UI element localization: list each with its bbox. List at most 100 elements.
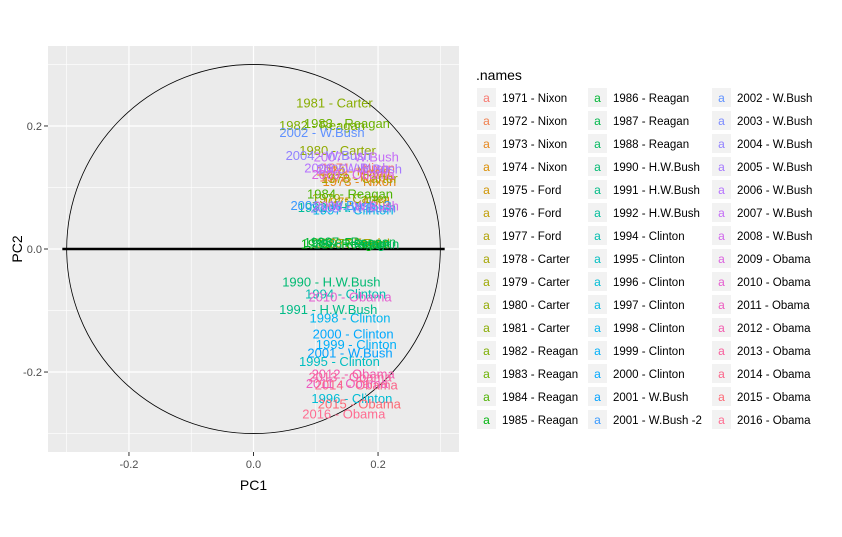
y-axis-title: PC2 [9, 235, 25, 262]
point-label: 2016 - Obama [302, 407, 386, 422]
legend-key [712, 226, 731, 245]
point-label: 2013 - Obama [308, 370, 392, 385]
legend-key [712, 180, 731, 199]
legend-entry-label: 1998 - Clinton [613, 323, 685, 335]
point-label: 1998 - Clinton [310, 311, 391, 326]
legend-entry-label: 1975 - Ford [502, 185, 561, 197]
legend-key-glyph: a [718, 413, 725, 427]
legend-key [588, 410, 607, 429]
legend-entry-label: 2004 - W.Bush [737, 139, 812, 151]
legend-entry-label: 2006 - W.Bush [737, 185, 812, 197]
legend-key-glyph: a [718, 344, 725, 358]
circle-and-baseline [62, 64, 445, 434]
point-label: 2012 - Obama [312, 367, 396, 382]
legend-key-glyph: a [718, 137, 725, 151]
legend-key [588, 249, 607, 268]
legend-key [712, 272, 731, 291]
legend-entry-label: 2015 - Obama [737, 392, 811, 404]
legend-key-glyph: a [594, 91, 601, 105]
legend-key-glyph: a [483, 160, 490, 174]
x-tick-label: -0.2 [119, 459, 138, 471]
legend-key [477, 410, 496, 429]
legend-key [477, 180, 496, 199]
legend-key-glyph: a [483, 298, 490, 312]
legend-key-glyph: a [594, 229, 601, 243]
legend-entry-label: 1985 - Reagan [502, 415, 578, 427]
legend-entry-label: 1980 - Carter [502, 300, 570, 312]
legend-key-glyph: a [483, 114, 490, 128]
legend-key [712, 341, 731, 360]
legend-entry-label: 1979 - Carter [502, 277, 570, 289]
legend-entry-label: 1972 - Nixon [502, 116, 567, 128]
legend-key-glyph: a [483, 137, 490, 151]
legend-key [477, 157, 496, 176]
legend-key-glyph: a [718, 298, 725, 312]
legend-key-glyph: a [718, 206, 725, 220]
legend-key [712, 410, 731, 429]
legend-key-glyph: a [483, 321, 490, 335]
legend-key-glyph: a [483, 206, 490, 220]
legend-key-glyph: a [718, 114, 725, 128]
legend-entry-label: 1974 - Nixon [502, 162, 567, 174]
legend-entry-label: 1996 - Clinton [613, 277, 685, 289]
point-label: 1972 - Nixon [319, 170, 393, 185]
point-label: 1982 - Reagan [279, 118, 365, 133]
point-label: 1973 - Nixon [323, 174, 397, 189]
legend-entry-label: 1990 - H.W.Bush [613, 162, 700, 174]
legend-entry-label: 1997 - Clinton [613, 300, 685, 312]
legend-entry-label: 2003 - W.Bush [737, 116, 812, 128]
legend-key [712, 249, 731, 268]
point-label: 1987 - Reagan [310, 234, 396, 249]
x-axis-title: PC1 [240, 477, 267, 493]
legend-entry-label: 1988 - Reagan [613, 139, 689, 151]
legend-key-glyph: a [594, 183, 601, 197]
legend-key [588, 88, 607, 107]
point-label: 2002 - W.Bush [279, 125, 364, 140]
point-label: 1971 - Nixon [321, 160, 395, 175]
legend-key [588, 272, 607, 291]
legend-key-glyph: a [483, 344, 490, 358]
legend-key [477, 226, 496, 245]
legend-key-glyph: a [483, 367, 490, 381]
point-label: 2009 - Obama [312, 167, 396, 182]
point-label: 1979 - Carter [312, 191, 389, 206]
legend-key-glyph: a [594, 114, 601, 128]
y-tick-label: 0.2 [27, 121, 42, 133]
legend-entry-label: 1984 - Reagan [502, 392, 578, 404]
legend-entry-label: 2001 - W.Bush [613, 392, 688, 404]
legend-key-glyph: a [718, 252, 725, 266]
legend-key [588, 111, 607, 130]
point-label: 1992 - H.W.Bush [298, 200, 396, 215]
legend-key-glyph: a [594, 206, 601, 220]
legend-key [477, 272, 496, 291]
point-label: 1981 - Carter [296, 95, 373, 110]
point-label: 2004 - W.Bush [286, 148, 371, 163]
point-label: 2008 - W.Bush [314, 199, 399, 214]
legend-entry-label: 2009 - Obama [737, 254, 811, 266]
legend-entry-label: 1977 - Ford [502, 231, 561, 243]
legend-key [588, 226, 607, 245]
point-label: 2011 - Obama [306, 376, 389, 391]
legend-key-glyph: a [718, 321, 725, 335]
legend-key-glyph: a [718, 91, 725, 105]
legend-entry-label: 2008 - W.Bush [737, 231, 812, 243]
legend-key [477, 203, 496, 222]
legend-key-glyph: a [718, 183, 725, 197]
legend-key [712, 157, 731, 176]
point-label: 2001 - W.Bush [307, 346, 392, 361]
point-label: 1984 - Reagan [307, 186, 393, 201]
legend-key [712, 387, 731, 406]
legend-key-glyph: a [483, 91, 490, 105]
legend-key [588, 318, 607, 337]
point-label: 1994 - Clinton [305, 287, 386, 302]
legend-key [477, 111, 496, 130]
legend-entry-label: 1982 - Reagan [502, 346, 578, 358]
legend-entry-label: 1983 - Reagan [502, 369, 578, 381]
point-label: 2010 - Obama [308, 290, 392, 305]
legend: a 1971 - Nixon a 1972 - Nixon a 1973 - Nixon a… [477, 88, 812, 429]
legend-key-glyph: a [594, 367, 601, 381]
legend-entry-label: 1987 - Reagan [613, 116, 689, 128]
legend-entry-label: 1994 - Clinton [613, 231, 685, 243]
